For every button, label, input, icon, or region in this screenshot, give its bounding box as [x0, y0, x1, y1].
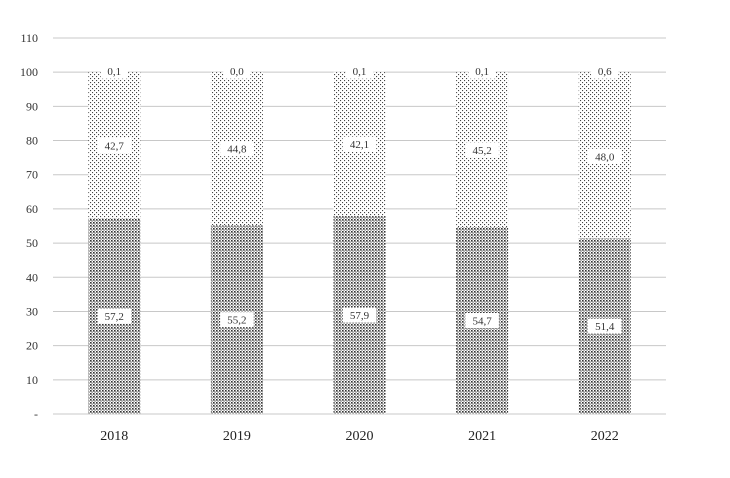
data-label-segment-1: 54,7: [472, 316, 492, 328]
data-label-box: [220, 141, 254, 157]
data-label-box: [465, 313, 499, 329]
data-label-segment-2: 42,7: [105, 141, 125, 153]
y-tick-label: -: [34, 407, 38, 421]
data-label-box: [220, 312, 254, 328]
y-tick-label: 30: [26, 304, 38, 318]
y-tick-label: 80: [26, 134, 38, 148]
x-category-label: 2018: [100, 429, 128, 444]
data-label-segment-2: 48,0: [595, 151, 615, 163]
data-label-box: [345, 63, 374, 79]
data-label-segment-3: 0,1: [107, 66, 121, 78]
data-label-box: [97, 138, 132, 154]
data-label-segment-1: 55,2: [227, 315, 246, 327]
data-label-box: [97, 308, 132, 324]
x-category-label: 2020: [346, 429, 374, 444]
data-label-box: [587, 318, 622, 334]
data-label-segment-2: 42,1: [350, 139, 369, 151]
data-label-box: [468, 63, 496, 79]
data-label-segment-3: 0,1: [475, 66, 489, 78]
data-label-box: [465, 142, 499, 158]
y-tick-label: 40: [26, 270, 38, 284]
x-category-label: 2021: [468, 429, 496, 444]
data-label-box: [223, 63, 251, 79]
data-label-segment-1: 57,9: [350, 310, 370, 322]
y-tick-label: 10: [26, 373, 38, 387]
y-tick-label: 100: [20, 65, 38, 79]
y-tick-label: 60: [26, 202, 38, 216]
x-axis: 2018 2019 2020 2021 2022: [100, 429, 618, 444]
data-label-segment-3: 0,6: [598, 66, 612, 78]
x-category-label: 2022: [591, 429, 619, 444]
data-label-segment-2: 44,8: [227, 144, 247, 156]
data-label-box: [587, 148, 622, 164]
data-label-segment-3: 0,0: [230, 66, 244, 78]
y-tick-label: 90: [26, 99, 38, 113]
data-label-box: [591, 63, 619, 79]
y-tick-label: 110: [20, 31, 38, 45]
data-label-segment-1: 51,4: [595, 321, 615, 333]
data-label-box: [342, 307, 377, 323]
y-tick-label: 50: [26, 236, 38, 250]
data-label-segment-3: 0,1: [353, 66, 367, 78]
x-category-label: 2019: [223, 429, 251, 444]
y-axis: - 10 20 30 40 50 60 70 80 90 100 110: [20, 31, 38, 421]
data-label-box: [342, 136, 377, 152]
y-tick-label: 20: [26, 339, 38, 353]
data-label-segment-1: 57,2: [105, 311, 124, 323]
data-label-box: [100, 63, 128, 79]
data-labels: 57,2 42,7 0,1 55,2 44,8 0,0 57,9 42,1 0,1 54,7 45,…: [97, 63, 622, 334]
y-tick-label: 70: [26, 168, 38, 182]
data-label-segment-2: 45,2: [472, 145, 491, 157]
